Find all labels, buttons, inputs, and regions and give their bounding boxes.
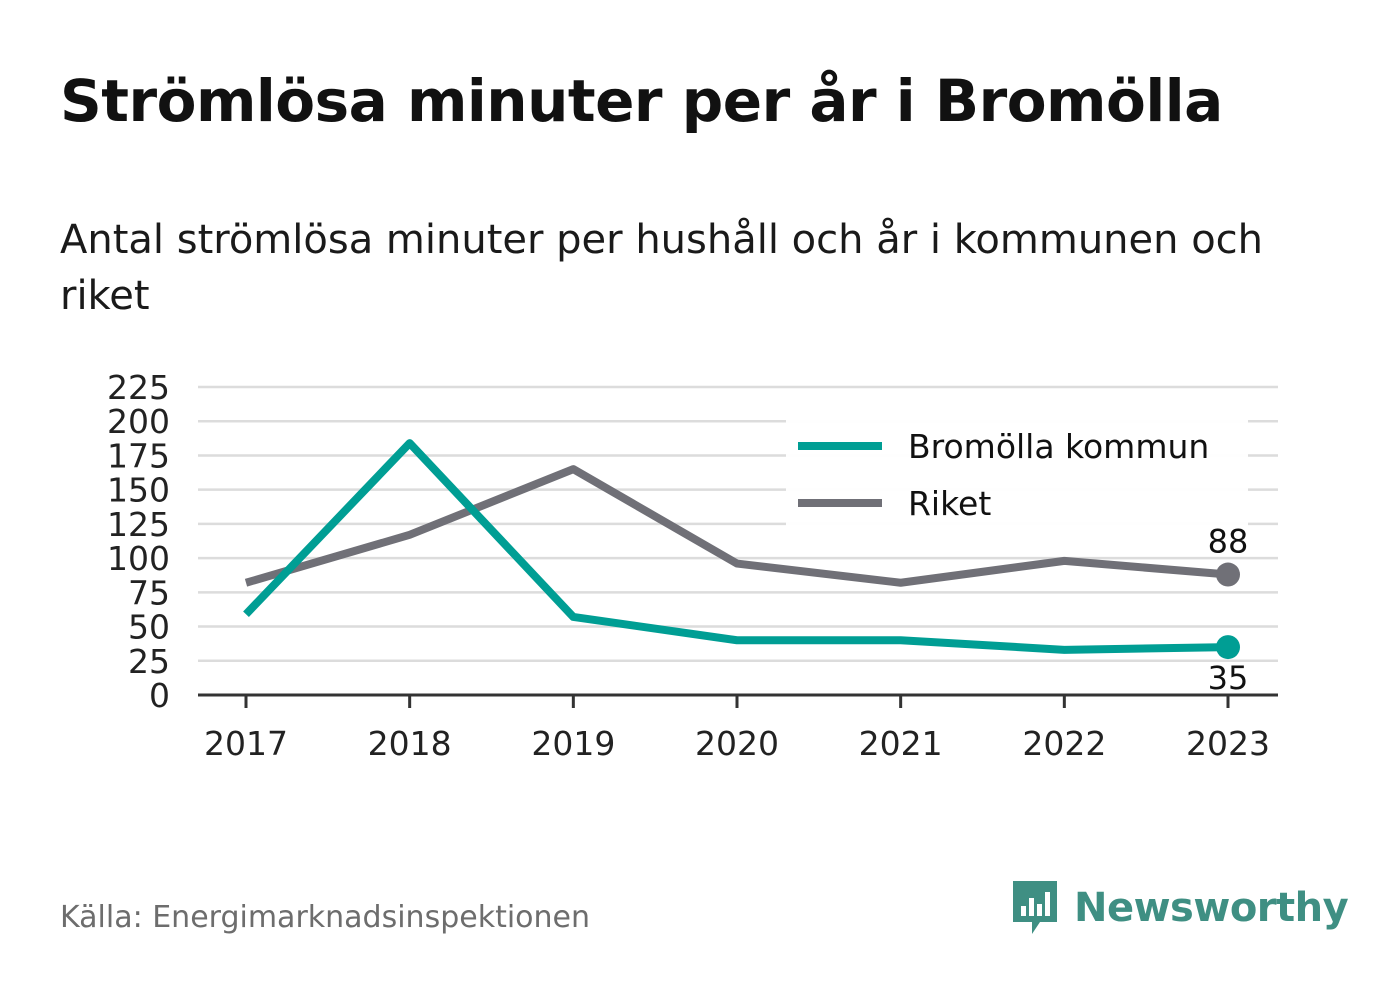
- y-tick-label: 75: [128, 573, 170, 612]
- y-tick-label: 225: [107, 368, 170, 407]
- legend-label: Riket: [908, 484, 991, 523]
- end-point-marker: [1216, 562, 1240, 587]
- chart-title: Strömlösa minuter per år i Bromölla: [60, 67, 1223, 135]
- y-tick-label: 50: [128, 608, 170, 647]
- y-tick-label: 150: [107, 471, 170, 510]
- y-tick-label: 125: [107, 505, 170, 544]
- x-tick-label: 2020: [695, 724, 779, 763]
- x-axis: 2017 2018 2019 2020 2021 2022 2023: [198, 693, 1278, 763]
- x-tick-label: 2021: [859, 724, 943, 763]
- source-note: Källa: Energimarknadsinspektionen: [60, 900, 591, 935]
- newsworthy-icon: [1013, 881, 1057, 934]
- x-tick-label: 2019: [531, 724, 615, 763]
- series-line-0: [243, 439, 1229, 654]
- legend-background: [786, 416, 1248, 528]
- end-value-label: 35: [1208, 659, 1249, 697]
- legend: Bromölla kommun Riket: [786, 416, 1248, 528]
- y-tick-label: 175: [107, 436, 170, 475]
- x-tick-label: 2022: [1022, 724, 1106, 763]
- legend-label: Bromölla kommun: [908, 427, 1209, 466]
- gridlines: [198, 385, 1278, 663]
- data-labels: 88 35: [1208, 523, 1249, 698]
- y-tick-label: 0: [149, 676, 170, 715]
- end-point-marker: [1216, 635, 1240, 660]
- y-tick-label: 25: [128, 642, 170, 681]
- newsworthy-logo: Newsworthy: [1010, 878, 1349, 938]
- end-value-label: 88: [1208, 523, 1249, 561]
- series-lines: [243, 439, 1240, 660]
- x-tick-label: 2017: [204, 724, 288, 763]
- x-tick-label: 2018: [368, 724, 452, 763]
- chart-subtitle: Antal strömlösa minuter per hushåll och …: [60, 217, 1264, 319]
- x-tick-label: 2023: [1186, 724, 1270, 763]
- y-tick-label: 200: [107, 402, 170, 441]
- y-tick-label: 100: [107, 539, 170, 578]
- brand-name: Newsworthy: [1074, 885, 1349, 931]
- series-line-1: [244, 465, 1229, 587]
